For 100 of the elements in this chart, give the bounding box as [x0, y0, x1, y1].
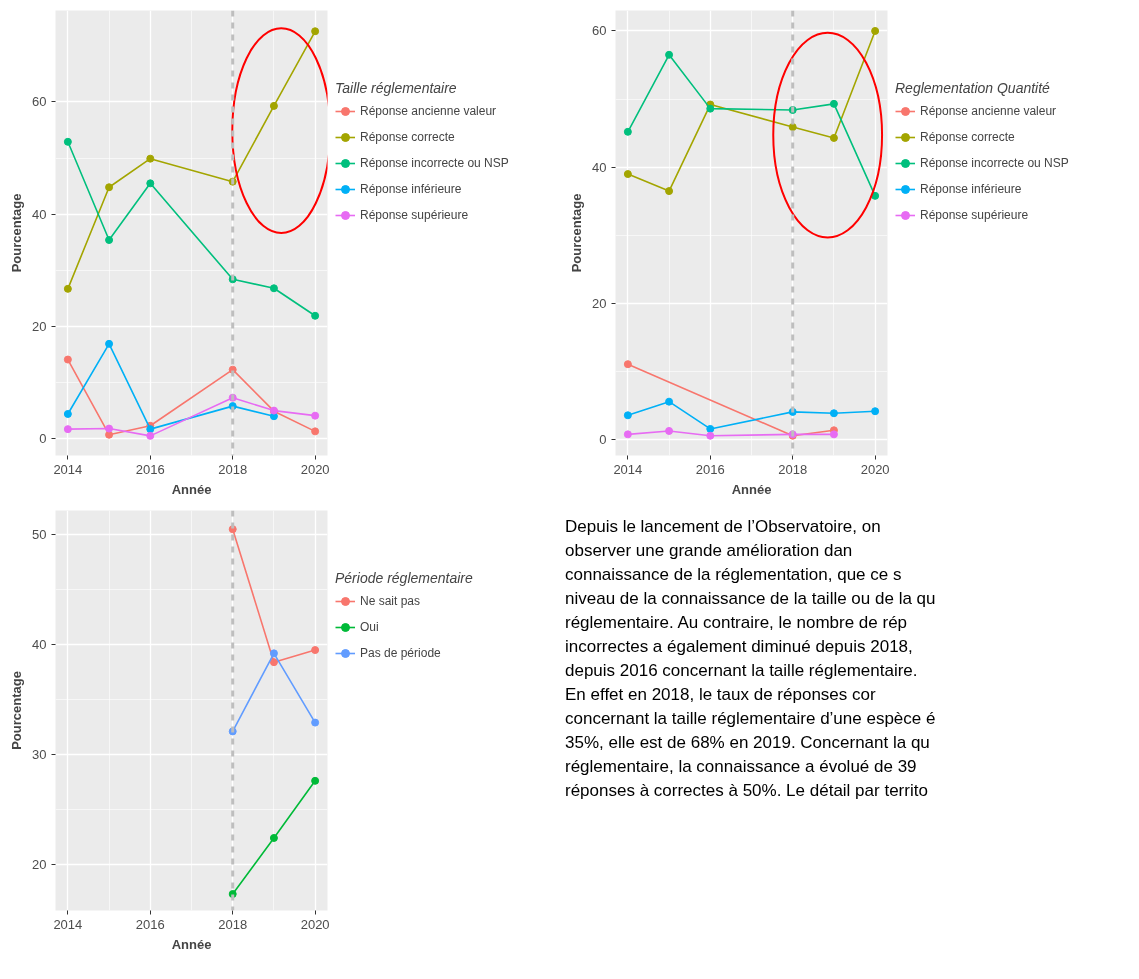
y-axis-title: Pourcentage	[9, 193, 25, 273]
x-tick-label: 2018	[218, 916, 248, 932]
x-tick-label: 2016	[135, 461, 165, 477]
point	[829, 430, 838, 439]
y-tick-label: 60	[32, 94, 47, 110]
legend-title: Période réglementaire	[335, 570, 473, 587]
point	[105, 339, 114, 348]
text: réglementaire, la connaissance a évolué de 39	[565, 757, 917, 776]
point	[269, 833, 278, 842]
legend-label: Ne sait pas	[360, 594, 421, 609]
text: 35%, elle est de 68% en 2019. Concernant la qu	[565, 733, 930, 752]
point	[871, 191, 880, 200]
text: concernant la taille réglementaire d’une espèce é	[565, 709, 936, 728]
legend-label: Réponse incorrecte ou NSP	[920, 156, 1069, 170]
text: réglementaire. Au contraire, le nombre de rép	[565, 613, 908, 632]
point	[311, 646, 320, 655]
x-tick-label: 2014	[613, 461, 643, 477]
point	[623, 360, 632, 369]
point	[871, 407, 880, 416]
x-tick-label: 2018	[218, 461, 248, 477]
point	[665, 187, 674, 196]
x-tick-label: 2020	[300, 916, 330, 932]
x-tick-label: 2020	[860, 461, 890, 477]
y-tick-label: 40	[32, 206, 47, 222]
point	[665, 50, 674, 59]
point	[623, 411, 632, 420]
x-tick-label: 2020	[300, 461, 330, 477]
legend-label: Pas de période	[360, 646, 441, 661]
x-tick-label: 2014	[53, 461, 83, 477]
y-tick-label: 30	[32, 746, 47, 762]
text: réponses à correctes à 50%. Le détail par territo	[565, 781, 928, 800]
point	[788, 123, 797, 132]
text: incorrectes a également diminué depuis 2018,	[565, 637, 913, 656]
point	[311, 776, 320, 785]
point	[871, 26, 880, 35]
point	[269, 284, 278, 293]
point	[665, 397, 674, 406]
point	[829, 409, 838, 418]
legend-label: Réponse correcte	[920, 130, 1015, 144]
y-tick-label: 0	[39, 431, 47, 447]
point	[311, 411, 320, 420]
point	[63, 137, 72, 146]
point	[829, 133, 838, 142]
x-tick-label: 2014	[53, 916, 83, 932]
point	[311, 427, 320, 436]
point	[706, 431, 715, 440]
point	[829, 99, 838, 108]
legend-label: Réponse supérieure	[920, 208, 1029, 222]
y-axis-title: Pourcentage	[569, 193, 585, 273]
legend-label: Réponse correcte	[360, 130, 455, 144]
legend-label: Réponse incorrecte ou NSP	[360, 156, 509, 170]
y-tick-label: 20	[592, 296, 607, 312]
point	[269, 101, 278, 110]
y-tick-label: 50	[32, 527, 47, 543]
point	[623, 430, 632, 439]
x-axis-title: Année	[171, 481, 212, 497]
legend-label: Réponse ancienne valeur	[920, 104, 1057, 118]
legend-label: Réponse ancienne valeur	[360, 104, 497, 118]
y-tick-label: 40	[32, 637, 47, 653]
point	[146, 179, 155, 188]
legend-label: Réponse supérieure	[360, 208, 469, 222]
legend-label: Réponse inférieure	[360, 182, 462, 196]
point	[146, 431, 155, 440]
point	[269, 658, 278, 667]
point	[269, 649, 278, 658]
legend-title: Reglementation Quantité	[895, 80, 1051, 96]
text: connaissance de la réglementation, que ce s	[565, 565, 902, 584]
x-tick-label: 2016	[695, 461, 725, 477]
text: niveau de la connaissance de la taille ou de la qu	[565, 589, 936, 608]
y-tick-label: 20	[32, 318, 47, 334]
text: En effet en 2018, le taux de réponses cor	[565, 685, 876, 704]
point	[105, 424, 114, 433]
y-tick-label: 0	[599, 432, 607, 448]
point	[706, 424, 715, 433]
point	[63, 409, 72, 418]
point	[105, 183, 114, 192]
point	[311, 311, 320, 320]
point	[63, 425, 72, 434]
point	[665, 426, 674, 435]
point	[146, 154, 155, 163]
y-axis-title: Pourcentage	[9, 671, 25, 750]
point	[311, 718, 320, 727]
point	[63, 284, 72, 293]
point	[105, 236, 114, 245]
x-tick-label: 2018	[778, 461, 808, 477]
legend-label: Réponse inférieure	[920, 182, 1022, 196]
text: Depuis le lancement de l’Observatoire, on	[565, 517, 881, 536]
y-tick-label: 20	[32, 856, 47, 872]
text: observer une grande amélioration dan	[565, 541, 853, 560]
legend-label: Oui	[360, 620, 380, 635]
x-axis-title: Année	[731, 481, 772, 497]
point	[311, 27, 320, 36]
point	[63, 355, 72, 364]
x-tick-label: 2016	[135, 916, 165, 932]
legend-title: Taille réglementaire	[335, 80, 458, 96]
point	[623, 170, 632, 179]
y-tick-label: 60	[592, 23, 607, 39]
x-axis-title: Année	[171, 936, 212, 952]
point	[146, 425, 155, 434]
point	[623, 127, 632, 136]
